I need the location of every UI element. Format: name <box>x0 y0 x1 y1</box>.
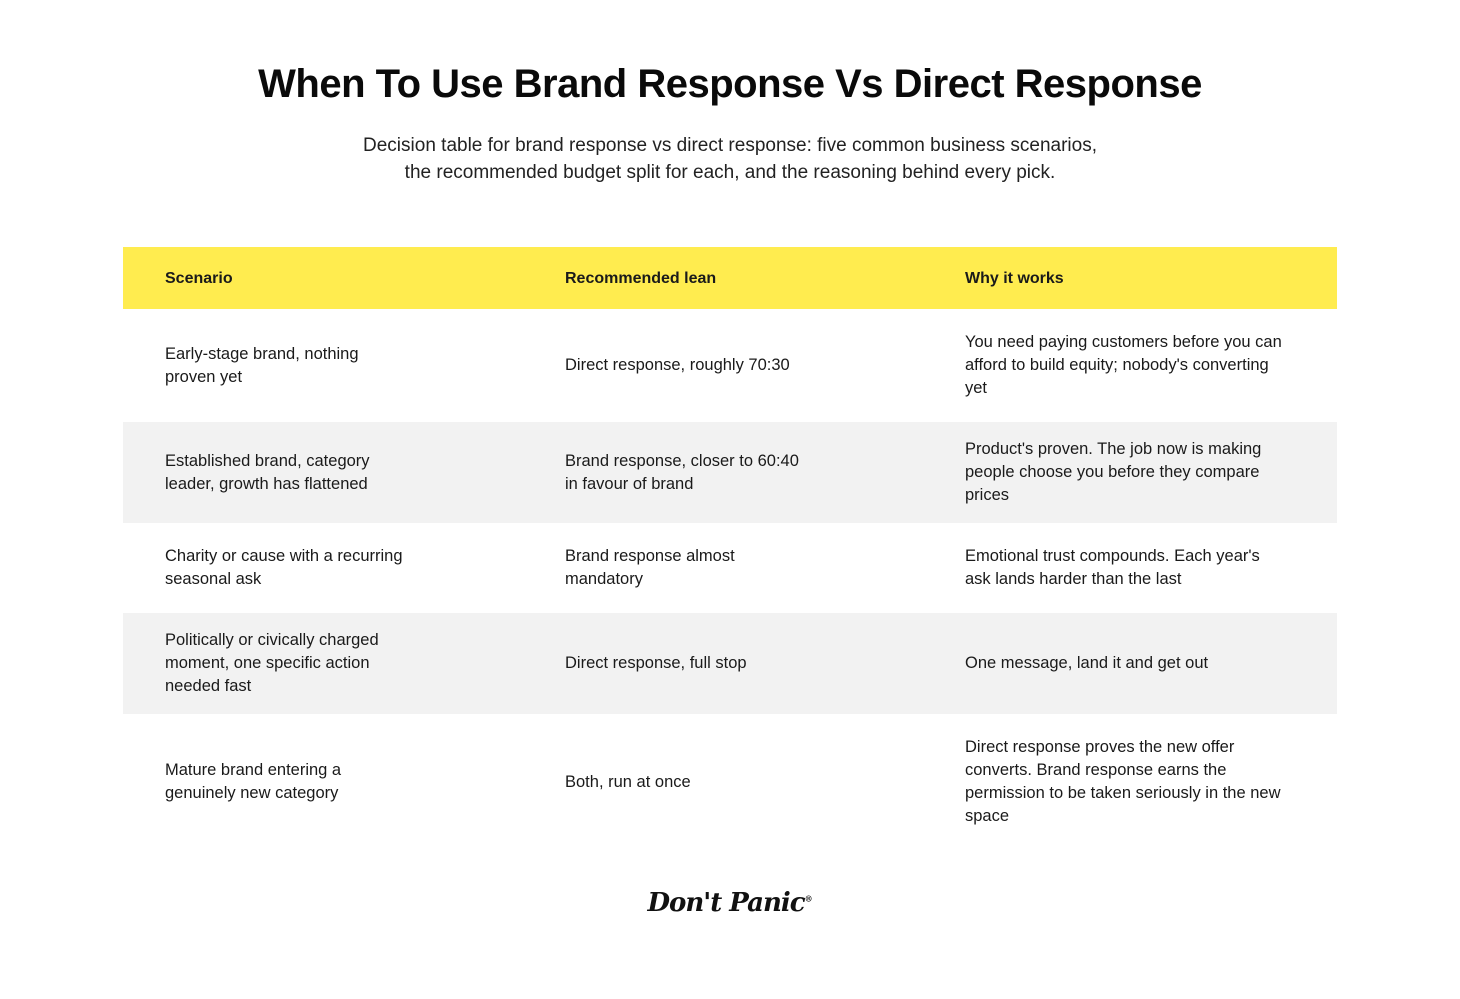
why-cell: One message, land it and get out <box>965 654 1209 672</box>
why-cell: Emotional trust compounds. Each year's a… <box>965 547 1260 588</box>
table-row: Politically or civically charged moment,… <box>123 613 1337 714</box>
table-header-row: Scenario Recommended lean Why it works <box>123 247 1337 309</box>
table-row: Charity or cause with a recurring season… <box>123 523 1337 613</box>
why-cell: Product's proven. The job now is making … <box>965 440 1262 504</box>
table-row: Early-stage brand, nothing proven yet Di… <box>123 309 1337 422</box>
lean-cell: Brand response almost mandatory <box>565 547 735 588</box>
scenario-cell: Early-stage brand, nothing proven yet <box>165 344 359 386</box>
scenario-cell: Mature brand entering a genuinely new ca… <box>165 761 342 802</box>
why-cell: Direct response proves the new offer con… <box>965 738 1281 825</box>
why-cell: You need paying customers before you can… <box>965 333 1282 397</box>
table-row: Mature brand entering a genuinely new ca… <box>123 714 1337 850</box>
column-header-why-it-works: Why it works <box>965 269 1064 287</box>
lean-cell: Direct response, roughly 70:30 <box>565 356 790 374</box>
column-header-scenario: Scenario <box>165 269 233 287</box>
scenario-cell: Politically or civically charged moment,… <box>165 631 379 695</box>
decision-table: Scenario Recommended lean Why it works E… <box>123 247 1337 850</box>
lean-cell: Direct response, full stop <box>565 654 747 672</box>
scenario-cell: Established brand, category leader, grow… <box>165 451 370 493</box>
page-subtitle: Decision table for brand response vs dir… <box>363 135 1097 183</box>
scenario-cell: Charity or cause with a recurring season… <box>165 547 403 588</box>
registered-mark: ® <box>804 893 813 904</box>
dont-panic-logo: Don't Panic® <box>0 888 1460 918</box>
logo-text: Don't Panic <box>647 888 805 918</box>
page-title: When To Use Brand Response Vs Direct Res… <box>258 62 1202 106</box>
lean-cell: Both, run at once <box>565 772 691 791</box>
column-header-recommended-lean: Recommended lean <box>565 269 717 287</box>
lean-cell: Brand response, closer to 60:40 in favou… <box>565 451 799 493</box>
table-row: Established brand, category leader, grow… <box>123 422 1337 523</box>
